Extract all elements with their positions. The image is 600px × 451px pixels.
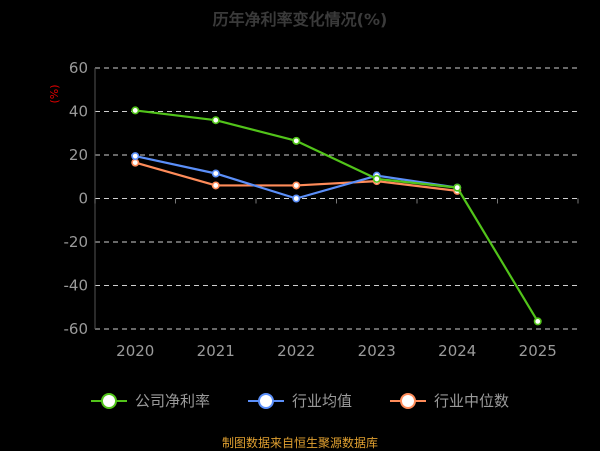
y-axis-label: (%) <box>48 84 61 103</box>
x-tick-label: 2020 <box>116 342 154 360</box>
y-tick-label: 20 <box>69 146 88 164</box>
data-point <box>211 181 220 190</box>
legend-item-industry-median[interactable]: 行业中位数 <box>390 390 509 411</box>
y-tick-label: -40 <box>64 277 89 295</box>
y-tick-label: -20 <box>64 233 89 251</box>
legend-item-industry-mean[interactable]: 行业均值 <box>247 390 352 411</box>
series-layer <box>131 106 542 326</box>
y-tick-label: 60 <box>69 59 88 77</box>
series-line <box>135 109 539 322</box>
data-point <box>131 158 140 167</box>
source-footer: 制图数据来自恒生聚源数据库 <box>221 436 378 450</box>
y-tick-label: 0 <box>78 190 88 208</box>
y-tick-label: 40 <box>69 103 88 121</box>
legend-label: 公司净利率 <box>134 392 210 410</box>
y-tick-label: -60 <box>64 320 89 338</box>
legend: 公司净利率 行业均值 行业中位数 <box>0 390 600 411</box>
x-tick-label: 2023 <box>358 342 396 360</box>
data-point <box>292 194 301 203</box>
chart-title: 历年净利率变化情况(%) <box>212 10 388 29</box>
legend-swatch-icon <box>390 392 426 409</box>
data-point <box>131 152 140 161</box>
legend-swatch-icon <box>247 392 284 409</box>
legend-item-company[interactable]: 公司净利率 <box>90 390 210 411</box>
data-point <box>372 174 381 183</box>
data-point <box>211 116 220 125</box>
data-point <box>533 317 542 326</box>
data-point <box>292 136 301 145</box>
x-tick-label: 2025 <box>519 342 557 360</box>
x-tick-label: 2022 <box>277 342 315 360</box>
axis-layer: 60 40 20 0 -20 -40 -60 (%) 2020 2021 2022 2023 2024 2… <box>48 59 579 360</box>
x-tick-label: 2024 <box>438 342 476 360</box>
data-point <box>453 183 462 192</box>
legend-swatch-icon <box>90 392 127 409</box>
legend-label: 行业中位数 <box>434 392 510 410</box>
legend-label: 行业均值 <box>291 392 352 410</box>
data-point <box>131 106 140 115</box>
data-point <box>211 169 220 178</box>
data-point <box>292 181 301 190</box>
x-tick-label: 2021 <box>197 342 235 360</box>
